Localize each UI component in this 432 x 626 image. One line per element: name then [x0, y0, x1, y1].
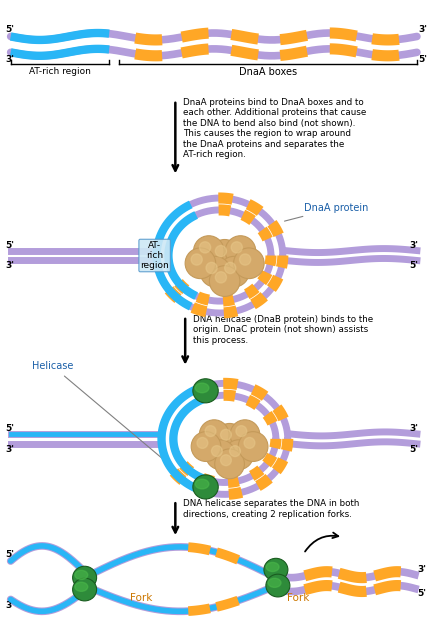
Circle shape [215, 423, 245, 453]
Circle shape [225, 262, 236, 274]
Ellipse shape [73, 578, 97, 601]
Circle shape [199, 420, 229, 449]
Ellipse shape [266, 562, 279, 572]
Circle shape [215, 272, 226, 283]
Text: 5': 5' [6, 550, 15, 559]
Circle shape [215, 449, 245, 479]
Text: DnaA proteins bind to DnaA boxes and to
each other. Additional proteins that cau: DnaA proteins bind to DnaA boxes and to … [183, 98, 366, 159]
Ellipse shape [266, 574, 290, 597]
Text: 5': 5' [418, 55, 427, 64]
Text: Fork: Fork [130, 593, 152, 603]
Circle shape [219, 257, 249, 287]
Circle shape [185, 248, 216, 279]
Circle shape [200, 257, 231, 287]
Text: 5': 5' [6, 424, 15, 433]
Text: 3': 3' [418, 24, 427, 34]
Text: 5': 5' [6, 240, 15, 250]
Circle shape [240, 254, 251, 265]
Text: Helicase: Helicase [32, 361, 192, 483]
Circle shape [236, 426, 247, 436]
Circle shape [230, 420, 260, 449]
Ellipse shape [193, 475, 218, 499]
Text: DnaA protein: DnaA protein [285, 203, 368, 221]
Circle shape [210, 265, 240, 297]
Circle shape [220, 454, 232, 466]
Text: 5': 5' [409, 445, 418, 454]
Text: DNA helicase (DnaB protein) binds to the
origin. DnaC protein (not shown) assist: DNA helicase (DnaB protein) binds to the… [193, 315, 373, 345]
Text: 3': 3' [6, 262, 15, 270]
Circle shape [244, 438, 255, 448]
Circle shape [200, 242, 211, 253]
Text: 5': 5' [417, 589, 426, 598]
Circle shape [206, 440, 235, 470]
Circle shape [191, 432, 221, 461]
Ellipse shape [75, 582, 88, 592]
Text: 3': 3' [417, 565, 426, 574]
Circle shape [205, 426, 216, 436]
Circle shape [220, 429, 232, 440]
Circle shape [191, 254, 202, 265]
Circle shape [211, 446, 222, 456]
Text: 3': 3' [6, 55, 15, 64]
Circle shape [229, 446, 241, 456]
Text: Fork: Fork [287, 593, 310, 603]
Ellipse shape [75, 570, 88, 580]
Circle shape [234, 248, 264, 279]
Circle shape [224, 440, 254, 470]
Circle shape [215, 245, 226, 257]
Text: AT-
rich
region: AT- rich region [140, 240, 169, 270]
Circle shape [225, 236, 256, 267]
Text: 3': 3' [6, 445, 15, 454]
Circle shape [210, 240, 240, 270]
Text: DnaA boxes: DnaA boxes [239, 67, 297, 77]
Ellipse shape [264, 558, 288, 581]
Ellipse shape [193, 379, 218, 403]
Text: AT-rich region: AT-rich region [29, 67, 91, 76]
Circle shape [194, 236, 224, 267]
Circle shape [206, 262, 217, 274]
Circle shape [197, 438, 208, 448]
Text: DNA helicase separates the DNA in both
directions, creating 2 replication forks.: DNA helicase separates the DNA in both d… [183, 500, 359, 519]
Ellipse shape [73, 567, 97, 589]
Circle shape [231, 242, 242, 253]
Ellipse shape [195, 383, 209, 393]
Text: 3': 3' [409, 240, 418, 250]
Text: 3': 3' [6, 602, 15, 610]
Ellipse shape [268, 578, 281, 587]
Circle shape [238, 432, 268, 461]
Ellipse shape [195, 480, 209, 489]
Text: 5': 5' [6, 24, 15, 34]
Text: 5': 5' [409, 262, 418, 270]
Text: 3': 3' [409, 424, 418, 433]
